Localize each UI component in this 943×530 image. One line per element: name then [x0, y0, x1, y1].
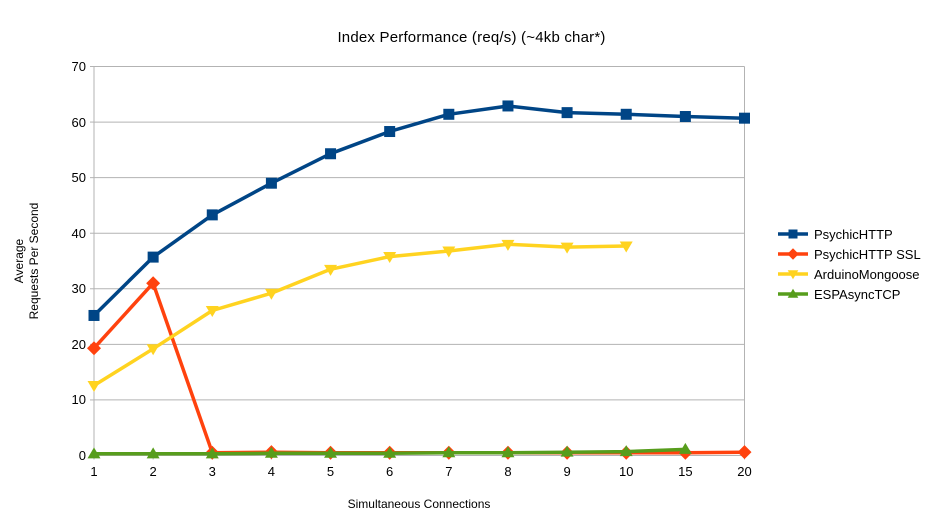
- triangle-up-marker: [146, 447, 160, 459]
- square-marker: [679, 111, 691, 123]
- triangle-up-marker: [87, 447, 101, 459]
- square-marker: [502, 100, 514, 112]
- legend-label: ESPAsyncTCP: [814, 286, 901, 302]
- x-tick-label: 20: [737, 463, 752, 479]
- triangle-up-marker: [442, 446, 456, 458]
- y-tick-label: 70: [71, 59, 86, 74]
- triangle-down-marker: [501, 239, 515, 251]
- x-axis-title: Simultaneous Connections: [347, 497, 491, 511]
- y-tick-label: 50: [71, 170, 86, 186]
- x-tick-label: 6: [386, 463, 394, 479]
- diamond-marker: [87, 341, 101, 356]
- triangle-down-marker: [146, 344, 160, 356]
- legend-label: PsychicHTTP SSL: [814, 246, 921, 262]
- x-tick-label: 15: [678, 463, 693, 479]
- legend-item: ArduinoMongoose: [777, 264, 921, 284]
- legend-triangle-down-icon: [778, 270, 808, 280]
- square-marker: [384, 126, 396, 138]
- triangle-up-marker: [205, 447, 219, 459]
- triangle-down-marker: [205, 305, 219, 317]
- series-line-PsychicHTTP: [92, 104, 747, 318]
- triangle-up-marker: [383, 446, 397, 458]
- triangle-up-marker: [501, 446, 515, 458]
- square-marker: [265, 177, 277, 189]
- y-tick-label: 20: [71, 336, 86, 352]
- x-tick-label: 1: [90, 463, 98, 479]
- legend-triangle-up-icon: [778, 288, 808, 298]
- triangle-down-marker: [383, 252, 397, 264]
- legend-label: ArduinoMongoose: [814, 266, 920, 282]
- square-marker: [561, 107, 573, 119]
- triangle-up-marker: [264, 446, 278, 458]
- triangle-up-marker: [560, 445, 574, 457]
- x-tick-label: 4: [267, 463, 276, 479]
- x-tick-label: 8: [504, 463, 512, 479]
- y-tick-label: 40: [71, 225, 86, 241]
- x-tick-label: 5: [326, 463, 335, 479]
- legend: PsychicHTTP PsychicHTTP SSL ArduinoMongoos…: [777, 224, 921, 304]
- legend-label: PsychicHTTP: [814, 226, 893, 242]
- diamond-marker: [737, 445, 752, 460]
- square-marker: [206, 209, 218, 221]
- series-line-PsychicHTTP SSL: [92, 281, 747, 455]
- triangle-up-marker: [324, 446, 338, 458]
- triangle-down-marker: [442, 246, 456, 258]
- diamond-marker: [146, 276, 161, 291]
- legend-square-icon: [778, 229, 808, 239]
- y-tick-label: 60: [71, 114, 86, 130]
- legend-item: ESPAsyncTCP: [777, 284, 921, 304]
- legend-item: PsychicHTTP: [777, 224, 921, 244]
- triangle-down-marker: [560, 242, 574, 254]
- legend-diamond-icon: [778, 248, 808, 260]
- y-tick-label: 0: [78, 448, 86, 463]
- y-tick-label: 10: [71, 392, 86, 408]
- x-tick-label: 9: [563, 463, 571, 479]
- chart-title: Index Performance (req/s) (~4kb char*): [337, 29, 606, 46]
- square-marker: [147, 251, 159, 263]
- series-line-ArduinoMongoose: [92, 242, 628, 388]
- square-marker: [739, 112, 750, 124]
- x-tick-label: 7: [445, 463, 453, 479]
- x-tick-label: 3: [208, 463, 216, 479]
- x-tick-label: 2: [149, 463, 157, 479]
- triangle-down-marker: [264, 288, 278, 300]
- square-marker: [443, 108, 455, 120]
- y-tick-label: 30: [71, 281, 86, 297]
- triangle-up-marker: [678, 442, 692, 454]
- triangle-down-marker: [324, 264, 338, 276]
- y-axis-title-line1: Average: [12, 238, 26, 284]
- triangle-up-marker: [619, 445, 633, 457]
- x-tick-label: 10: [618, 463, 634, 479]
- legend-item: PsychicHTTP SSL: [777, 244, 921, 264]
- triangle-down-marker: [619, 241, 633, 253]
- y-axis-title-line2: Requests Per Second: [27, 202, 41, 320]
- square-marker: [88, 309, 100, 321]
- square-marker: [620, 108, 632, 120]
- square-marker: [325, 148, 337, 160]
- triangle-down-marker: [87, 380, 101, 392]
